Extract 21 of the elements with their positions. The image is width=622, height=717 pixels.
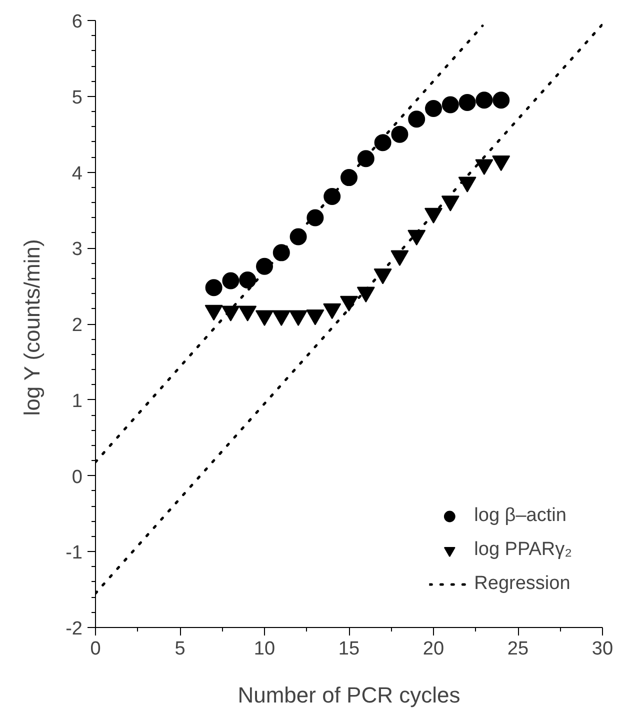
y-tick-label: 2 — [72, 315, 83, 336]
legend-label: Regression — [474, 573, 570, 595]
x-tick-label: 20 — [422, 638, 444, 660]
legend-label: log β–actin — [474, 505, 566, 527]
y-tick-label: -1 — [66, 542, 83, 564]
x-tick-label: 10 — [254, 638, 276, 660]
y-tick-label: 6 — [72, 12, 83, 32]
x-tick-label: 25 — [507, 638, 529, 660]
x-tick-label: 0 — [90, 638, 101, 660]
legend-label: log PPARγ₂ — [474, 539, 572, 561]
y-tick-label: 4 — [72, 163, 83, 184]
y-axis-title: log Y (counts/min) — [20, 239, 45, 416]
y-tick-label: 1 — [72, 390, 83, 412]
x-axis-title: Number of PCR cycles — [238, 682, 460, 708]
y-tick-label: 0 — [72, 466, 83, 488]
y-tick-label: 3 — [72, 239, 83, 260]
y-tick-label: 5 — [72, 87, 83, 108]
y-tick-label: -2 — [66, 618, 83, 640]
x-tick-label: 15 — [338, 638, 360, 660]
x-tick-label: 5 — [174, 638, 186, 660]
x-tick-label: 30 — [592, 638, 614, 660]
